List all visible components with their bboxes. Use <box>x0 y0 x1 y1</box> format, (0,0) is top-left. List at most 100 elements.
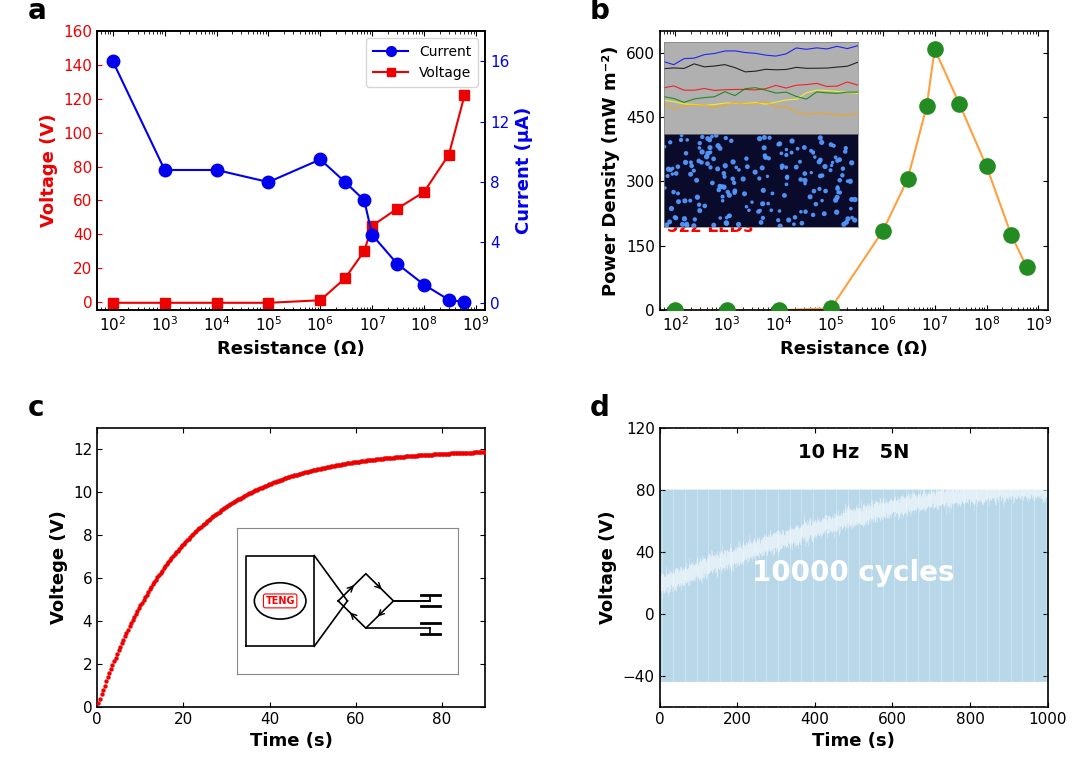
Point <box>377 452 394 465</box>
Point <box>316 462 334 474</box>
Point <box>373 452 390 465</box>
Y-axis label: Power Density (mW m⁻²): Power Density (mW m⁻²) <box>603 46 620 296</box>
Point <box>186 526 203 538</box>
Point <box>458 447 475 459</box>
Point <box>292 468 309 480</box>
Point <box>352 455 369 468</box>
Point <box>391 451 408 463</box>
X-axis label: Time (s): Time (s) <box>812 733 895 751</box>
Point <box>244 486 261 498</box>
Point <box>469 446 486 458</box>
Line: Current: Current <box>107 55 471 308</box>
Point <box>141 584 159 596</box>
Point <box>384 451 402 464</box>
Point <box>172 541 189 553</box>
Point <box>178 534 195 546</box>
Point <box>189 523 206 535</box>
Point <box>262 477 280 490</box>
Point <box>170 545 187 557</box>
Point <box>329 459 347 472</box>
Point <box>393 451 410 463</box>
Point <box>362 454 379 466</box>
Text: c: c <box>27 394 44 422</box>
Point <box>257 479 274 492</box>
Point <box>468 446 485 458</box>
Y-axis label: Voltage (V): Voltage (V) <box>599 510 618 624</box>
Point <box>422 448 440 461</box>
Point <box>340 457 357 469</box>
Point <box>110 644 127 657</box>
Point <box>423 448 441 461</box>
Point <box>90 697 107 709</box>
Point <box>120 623 137 636</box>
Voltage <box>458 91 471 100</box>
Point <box>459 447 476 459</box>
Point <box>443 448 460 460</box>
Point <box>401 450 418 462</box>
Point <box>312 462 329 475</box>
Point <box>288 469 306 481</box>
Point <box>306 464 323 476</box>
Point <box>171 542 188 555</box>
Point <box>332 458 349 471</box>
Point <box>163 552 180 564</box>
Point <box>302 465 320 477</box>
Point <box>413 449 430 462</box>
Point <box>194 519 212 531</box>
Point <box>118 627 135 639</box>
Voltage <box>391 204 404 214</box>
Point <box>440 448 457 460</box>
Point <box>175 538 192 550</box>
Point <box>319 461 336 473</box>
Point <box>264 477 281 490</box>
Point <box>122 617 139 629</box>
Point <box>448 447 465 459</box>
Point <box>124 614 141 626</box>
Point <box>113 637 131 650</box>
Point <box>434 448 451 460</box>
Point <box>408 449 426 462</box>
Point <box>349 455 366 468</box>
Point <box>282 470 299 483</box>
Point <box>1018 261 1036 274</box>
Y-axis label: Voltege (V): Voltege (V) <box>50 510 68 624</box>
Point <box>161 554 178 566</box>
Point <box>213 504 230 517</box>
Point <box>447 447 464 459</box>
Point <box>416 449 433 462</box>
Point <box>465 446 483 458</box>
Point <box>298 465 315 478</box>
Point <box>270 475 287 487</box>
Point <box>281 471 298 483</box>
Point <box>220 499 238 511</box>
Point <box>157 560 174 573</box>
Point <box>445 447 462 459</box>
Point <box>360 454 377 466</box>
Point <box>295 466 312 479</box>
Point <box>369 453 387 465</box>
Point <box>418 448 435 461</box>
Point <box>345 456 362 469</box>
Current <box>339 177 352 186</box>
Point <box>330 458 348 471</box>
Text: d: d <box>590 394 610 422</box>
Point <box>256 480 273 493</box>
Point <box>239 488 256 500</box>
Point <box>355 455 373 467</box>
Point <box>718 304 735 316</box>
Point <box>405 450 422 462</box>
Y-axis label: Current (μA): Current (μA) <box>515 107 532 235</box>
Point <box>92 692 109 705</box>
Point <box>166 548 184 560</box>
Current <box>158 166 171 175</box>
Point <box>143 580 160 593</box>
Point <box>327 459 345 472</box>
Point <box>228 494 245 507</box>
Current <box>443 295 456 305</box>
Point <box>139 586 157 598</box>
Point <box>462 446 480 458</box>
Point <box>379 452 396 465</box>
Point <box>388 451 405 463</box>
Point <box>437 448 455 460</box>
Y-axis label: Voltage (V): Voltage (V) <box>40 114 58 228</box>
